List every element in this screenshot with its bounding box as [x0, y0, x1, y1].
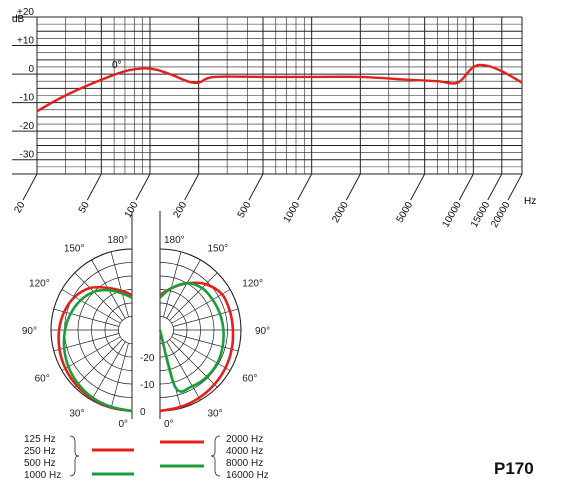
x-tick-label: 1000 — [282, 200, 303, 225]
y-tick-label: +20 — [17, 7, 34, 18]
x-tick — [507, 173, 523, 201]
legend-brace — [210, 435, 221, 477]
frequency-curves — [36, 63, 523, 113]
legend-label: 500 Hz — [24, 458, 56, 469]
x-tick-label: 20000 — [489, 200, 513, 230]
y-tick-label: -20 — [20, 121, 35, 132]
angle-annotation: 0° — [112, 60, 122, 71]
x-tick — [345, 173, 361, 201]
polar-angle-label: 0° — [118, 419, 128, 430]
legend-label: 2000 Hz — [226, 434, 263, 445]
polar-angle-label: 90° — [255, 326, 270, 337]
polar-spoke — [171, 336, 231, 371]
polar-spoke — [169, 339, 218, 388]
polar-angle-label: 60° — [242, 374, 257, 385]
polar-spoke — [163, 251, 182, 318]
x-tick — [297, 173, 313, 201]
polar-spoke — [74, 272, 123, 321]
polar-spoke — [91, 341, 126, 401]
y-axis-label: dB — [12, 14, 25, 25]
frequency-series-line — [36, 63, 523, 113]
polar-spoke — [172, 308, 239, 327]
x-tick-label: 50 — [77, 200, 92, 216]
x-tick — [86, 173, 102, 201]
polar-angle-label: 30° — [69, 408, 84, 419]
x-tick-label: 500 — [236, 200, 254, 220]
legend-label: 125 Hz — [24, 434, 56, 445]
polar-ring — [118, 316, 133, 344]
polar-spoke — [61, 289, 121, 324]
polar-spoke — [166, 259, 201, 319]
x-axis-label: Hz — [524, 196, 536, 207]
y-tick-label: 0 — [28, 64, 34, 75]
x-tick-label: 5000 — [395, 200, 416, 225]
polar-angle-label: 60° — [35, 374, 50, 385]
polar-radial-label: -20 — [140, 353, 155, 364]
legend-label: 8000 Hz — [226, 458, 263, 469]
polar-pattern-chart: 180° 150° 120° 90° 60° 30° 0° 180° 150° 120° 90° 60… — [22, 211, 270, 430]
polar-radial-label: 0 — [140, 407, 146, 418]
polar-angle-label: 150° — [208, 244, 229, 255]
polar-spoke — [110, 251, 129, 318]
polar-spoke — [110, 342, 129, 409]
y-tick-label: -10 — [20, 93, 35, 104]
x-tick — [410, 173, 426, 201]
x-tick — [22, 173, 38, 201]
x-tick-label: 20 — [13, 200, 28, 216]
polar-series-line — [158, 281, 225, 393]
polar-spoke — [166, 341, 201, 401]
polar-angle-label: 180° — [107, 235, 128, 246]
polar-angle-label: 30° — [208, 408, 223, 419]
legend-label: 4000 Hz — [226, 446, 263, 457]
polar-radial-label: -10 — [140, 380, 155, 391]
x-tick — [487, 173, 503, 201]
polar-spoke — [172, 333, 239, 352]
polar-labels: 180° 150° 120° 90° 60° 30° 0° 180° 150° 120° 90° 60… — [22, 235, 270, 430]
x-tick-label: 10000 — [440, 200, 464, 230]
y-tick-label: +10 — [17, 36, 34, 47]
polar-angle-label: 150° — [64, 244, 85, 255]
frequency-grid — [12, 16, 523, 175]
polar-angle-label: 120° — [242, 279, 263, 290]
polar-angle-label: 180° — [164, 235, 185, 246]
polar-series-line — [62, 288, 133, 413]
x-tick — [458, 173, 474, 201]
x-tick — [184, 173, 200, 201]
x-tick-label: 200 — [171, 200, 189, 220]
x-tick-label: 2000 — [330, 200, 351, 225]
model-name: P170 — [494, 459, 534, 478]
y-tick-label: -30 — [20, 150, 35, 161]
polar-grid — [50, 211, 242, 419]
legend-label: 250 Hz — [24, 446, 56, 457]
legend-label: 1000 Hz — [24, 470, 61, 481]
legend-label: 16000 Hz — [226, 470, 269, 481]
x-tick — [248, 173, 264, 201]
polar-angle-label: 120° — [29, 279, 50, 290]
legend-brace — [69, 435, 80, 477]
polar-angle-label: 0° — [164, 419, 174, 430]
polar-spoke — [171, 289, 231, 324]
polar-curves — [57, 281, 235, 413]
polar-angle-label: 90° — [22, 326, 37, 337]
x-tick — [135, 173, 151, 201]
polar-spoke — [61, 336, 121, 371]
polar-spoke — [169, 272, 218, 321]
polar-spoke — [74, 339, 123, 388]
